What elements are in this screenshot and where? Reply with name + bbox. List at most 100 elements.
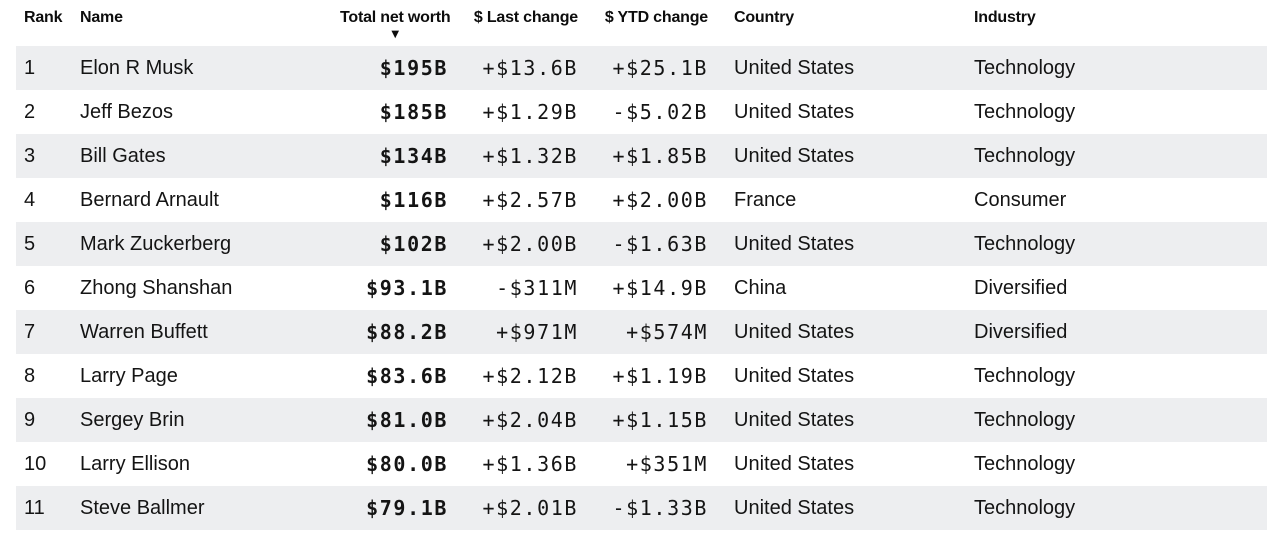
name-cell[interactable]: Bill Gates [80,144,166,167]
net-worth-cell: $195B [379,56,448,80]
name-cell[interactable]: Mark Zuckerberg [80,232,232,255]
net-worth-cell: $81.0B [366,408,448,432]
country-cell: United States [734,232,855,255]
rank-cell: 11 [24,496,45,519]
name-cell[interactable]: Jeff Bezos [80,100,174,123]
table-row[interactable]: 6 Zhong Shanshan $93.1B -$311M +$14.9B C… [16,266,1267,310]
last-change-cell: +$2.57B [482,188,578,212]
rank-cell: 8 [24,364,36,387]
last-change-cell: +$971M [496,320,578,344]
country-cell: United States [734,408,855,431]
column-header-name[interactable]: Name [80,9,123,26]
ytd-change-cell: +$2.00B [612,188,708,212]
table-row[interactable]: 9 Sergey Brin $81.0B +$2.04B +$1.15B Uni… [16,398,1267,442]
industry-cell: Technology [974,232,1076,255]
last-change-cell: +$1.32B [482,144,578,168]
rank-cell: 5 [24,232,36,255]
industry-cell: Technology [974,100,1076,123]
last-change-cell: +$13.6B [482,56,578,80]
column-header-rank[interactable]: Rank [24,9,63,26]
column-header-country[interactable]: Country [734,9,794,26]
country-cell: United States [734,496,855,519]
country-cell: United States [734,56,855,79]
last-change-cell: +$2.04B [482,408,578,432]
name-cell[interactable]: Zhong Shanshan [80,276,233,299]
industry-cell: Technology [974,452,1076,475]
name-cell[interactable]: Steve Ballmer [80,496,205,519]
rank-cell: 6 [24,276,36,299]
table-row[interactable]: 2 Jeff Bezos $185B +$1.29B -$5.02B Unite… [16,90,1267,134]
industry-cell: Technology [974,144,1076,167]
rank-cell: 9 [24,408,36,431]
last-change-cell: +$1.36B [482,452,578,476]
country-cell: France [734,188,797,211]
net-worth-cell: $83.6B [366,364,448,388]
column-header-industry[interactable]: Industry [974,9,1036,26]
column-header-ytd-change[interactable]: $ YTD change [604,9,708,26]
table-row[interactable]: 7 Warren Buffett $88.2B +$971M +$574M Un… [16,310,1267,354]
name-cell[interactable]: Warren Buffett [80,320,208,343]
ytd-change-cell: -$5.02B [612,100,708,124]
country-cell: China [734,276,787,299]
industry-cell: Diversified [974,276,1068,299]
country-cell: United States [734,452,855,475]
industry-cell: Diversified [974,320,1068,343]
sort-descending-icon: ▼ [391,29,400,40]
ytd-change-cell: -$1.33B [612,496,708,520]
rank-cell: 2 [24,100,36,123]
country-cell: United States [734,144,855,167]
ytd-change-cell: +$1.85B [612,144,708,168]
country-cell: United States [734,364,855,387]
column-header-last-change[interactable]: $ Last change [473,9,578,26]
table-row[interactable]: 1 Elon R Musk $195B +$13.6B +$25.1B Unit… [16,46,1267,90]
last-change-cell: +$2.12B [482,364,578,388]
rank-cell: 3 [24,144,36,167]
ytd-change-cell: +$351M [626,452,708,476]
industry-cell: Consumer [974,188,1067,211]
rank-cell: 1 [24,56,36,79]
column-header-label: Total net worth [340,9,451,26]
last-change-cell: -$311M [496,276,578,300]
rank-cell: 4 [24,188,36,211]
rank-cell: 7 [24,320,36,343]
ytd-change-cell: +$1.15B [612,408,708,432]
ytd-change-cell: +$14.9B [612,276,708,300]
industry-cell: Technology [974,56,1076,79]
net-worth-cell: $116B [379,188,448,212]
net-worth-cell: $102B [379,232,448,256]
name-cell[interactable]: Larry Page [80,364,178,387]
name-cell[interactable]: Sergey Brin [80,408,185,431]
table-row[interactable]: 3 Bill Gates $134B +$1.32B +$1.85B Unite… [16,134,1267,178]
country-cell: United States [734,320,855,343]
table-row[interactable]: 4 Bernard Arnault $116B +$2.57B +$2.00B … [16,178,1267,222]
ytd-change-cell: +$1.19B [612,364,708,388]
country-cell: United States [734,100,855,123]
table-body: 1 Elon R Musk $195B +$13.6B +$25.1B Unit… [16,46,1267,530]
name-cell[interactable]: Bernard Arnault [80,188,219,211]
net-worth-cell: $80.0B [366,452,448,476]
industry-cell: Technology [974,408,1076,431]
name-cell[interactable]: Larry Ellison [80,452,191,475]
column-header-total-net-worth[interactable]: Total net worth ▼ [340,9,451,40]
industry-cell: Technology [974,496,1076,519]
table-header: Rank Name Total net worth ▼ $ Last chang… [16,0,1267,46]
table-row[interactable]: 5 Mark Zuckerberg $102B +$2.00B -$1.63B … [16,222,1267,266]
name-cell[interactable]: Elon R Musk [80,56,194,79]
rank-cell: 10 [24,452,47,475]
billionaires-table: Rank Name Total net worth ▼ $ Last chang… [16,0,1267,530]
ytd-change-cell: -$1.63B [612,232,708,256]
last-change-cell: +$2.00B [482,232,578,256]
net-worth-cell: $93.1B [366,276,448,300]
net-worth-cell: $88.2B [366,320,448,344]
net-worth-cell: $79.1B [366,496,448,520]
net-worth-cell: $185B [379,100,448,124]
table-row[interactable]: 8 Larry Page $83.6B +$2.12B +$1.19B Unit… [16,354,1267,398]
net-worth-cell: $134B [379,144,448,168]
table-row[interactable]: 10 Larry Ellison $80.0B +$1.36B +$351M U… [16,442,1267,486]
table-row[interactable]: 11 Steve Ballmer $79.1B +$2.01B -$1.33B … [16,486,1267,530]
ytd-change-cell: +$25.1B [612,56,708,80]
last-change-cell: +$2.01B [482,496,578,520]
industry-cell: Technology [974,364,1076,387]
last-change-cell: +$1.29B [482,100,578,124]
ytd-change-cell: +$574M [626,320,708,344]
